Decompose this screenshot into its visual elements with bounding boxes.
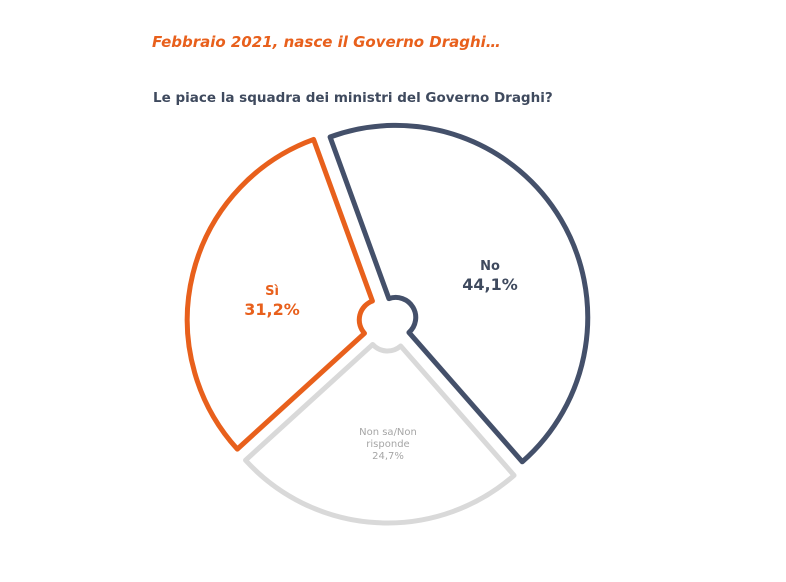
page-title: Febbraio 2021, nasce il Governo Draghi… — [152, 33, 501, 51]
slice-category-label: risponde — [366, 439, 409, 450]
slice-category-label: No — [480, 259, 500, 274]
pie-slice-2 — [184, 136, 375, 452]
slice-value-label: 31,2% — [244, 300, 300, 319]
chart-question: Le piace la squadra dei ministri del Gov… — [153, 90, 553, 106]
slice-category-label: Non sa/Non — [359, 427, 417, 438]
slice-value-label: 24,7% — [372, 451, 404, 462]
slice-value-label: 44,1% — [462, 275, 518, 294]
pie-slice-0 — [327, 122, 591, 465]
slice-category-label: Sì — [265, 284, 279, 299]
pie-slice-1 — [243, 341, 517, 526]
